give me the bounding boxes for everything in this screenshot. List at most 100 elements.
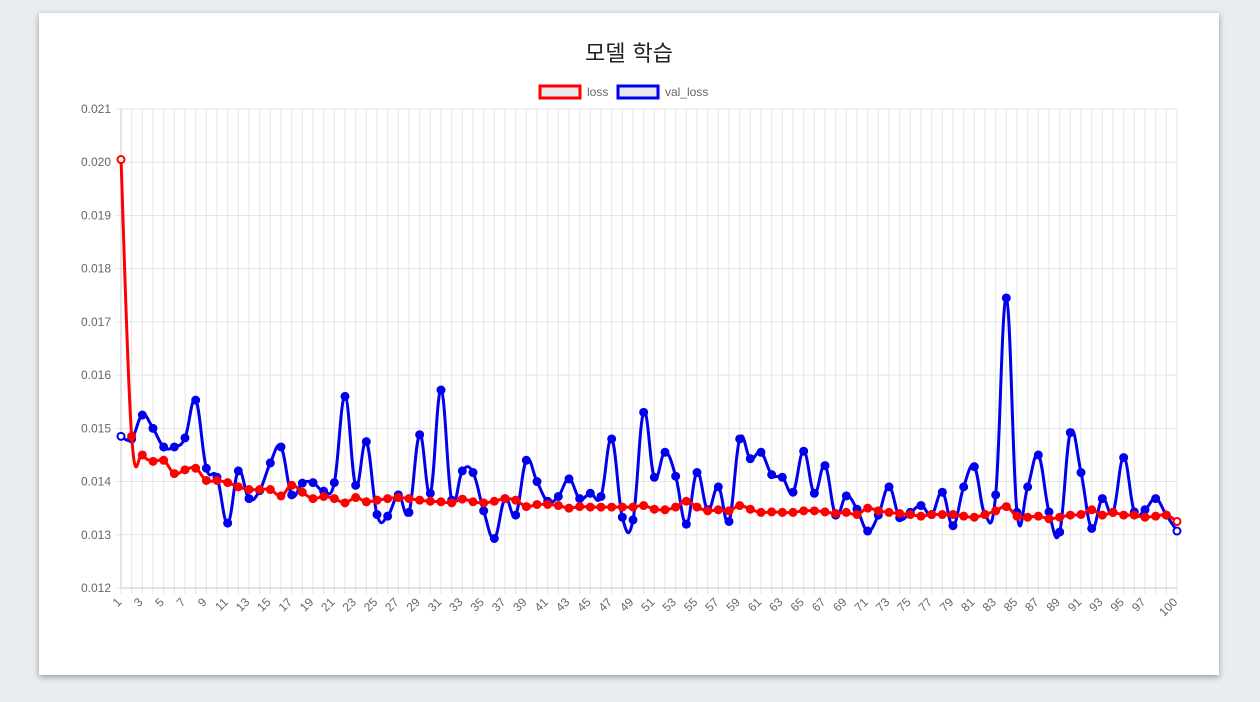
data-point[interactable] bbox=[767, 507, 777, 517]
data-point[interactable] bbox=[340, 391, 350, 401]
data-point[interactable] bbox=[169, 442, 179, 452]
data-point[interactable] bbox=[1087, 523, 1097, 533]
data-point[interactable] bbox=[959, 511, 969, 521]
data-point[interactable] bbox=[948, 510, 958, 520]
data-point[interactable] bbox=[244, 494, 254, 504]
data-point[interactable] bbox=[980, 510, 990, 520]
data-point[interactable] bbox=[820, 507, 830, 517]
data-point[interactable] bbox=[873, 506, 883, 516]
data-point[interactable] bbox=[1033, 511, 1043, 521]
data-point[interactable] bbox=[788, 507, 798, 517]
data-point[interactable] bbox=[479, 506, 489, 516]
data-point[interactable] bbox=[329, 494, 339, 504]
data-point[interactable] bbox=[756, 507, 766, 517]
data-point[interactable] bbox=[991, 490, 1001, 500]
data-point[interactable] bbox=[1055, 527, 1065, 537]
data-point[interactable] bbox=[180, 433, 190, 443]
data-point[interactable] bbox=[841, 507, 851, 517]
data-point[interactable] bbox=[1044, 514, 1054, 524]
data-point[interactable] bbox=[1129, 510, 1139, 520]
data-point[interactable] bbox=[468, 497, 478, 507]
data-point[interactable] bbox=[1065, 510, 1075, 520]
data-point[interactable] bbox=[223, 478, 233, 488]
data-point[interactable] bbox=[553, 501, 563, 511]
data-point[interactable] bbox=[511, 510, 521, 520]
data-point[interactable] bbox=[308, 478, 318, 488]
data-point[interactable] bbox=[639, 501, 649, 511]
data-point[interactable] bbox=[159, 455, 169, 465]
data-point[interactable] bbox=[585, 502, 595, 512]
data-point[interactable] bbox=[468, 468, 478, 478]
data-point[interactable] bbox=[1076, 468, 1086, 478]
data-point[interactable] bbox=[201, 475, 211, 485]
data-point[interactable] bbox=[649, 504, 659, 514]
data-point[interactable] bbox=[1161, 510, 1171, 520]
data-point[interactable] bbox=[116, 431, 126, 441]
data-point[interactable] bbox=[1151, 511, 1161, 521]
data-point[interactable] bbox=[969, 512, 979, 522]
data-point[interactable] bbox=[148, 423, 158, 433]
data-point[interactable] bbox=[724, 516, 734, 526]
data-point[interactable] bbox=[1097, 494, 1107, 504]
data-point[interactable] bbox=[521, 455, 531, 465]
data-point[interactable] bbox=[756, 447, 766, 457]
data-point[interactable] bbox=[1097, 510, 1107, 520]
data-point[interactable] bbox=[969, 462, 979, 472]
data-point[interactable] bbox=[959, 482, 969, 492]
data-point[interactable] bbox=[777, 507, 787, 517]
data-point[interactable] bbox=[361, 497, 371, 507]
data-point[interactable] bbox=[297, 478, 307, 488]
data-point[interactable] bbox=[692, 468, 702, 478]
data-point[interactable] bbox=[681, 496, 691, 506]
data-point[interactable] bbox=[457, 494, 467, 504]
data-point[interactable] bbox=[532, 499, 542, 509]
data-point[interactable] bbox=[361, 437, 371, 447]
data-point[interactable] bbox=[585, 488, 595, 498]
data-point[interactable] bbox=[692, 502, 702, 512]
data-point[interactable] bbox=[319, 491, 329, 501]
data-point[interactable] bbox=[489, 496, 499, 506]
data-point[interactable] bbox=[831, 508, 841, 518]
data-point[interactable] bbox=[884, 482, 894, 492]
data-point[interactable] bbox=[553, 491, 563, 501]
data-point[interactable] bbox=[415, 495, 425, 505]
data-point[interactable] bbox=[255, 485, 265, 495]
data-point[interactable] bbox=[809, 506, 819, 516]
data-point[interactable] bbox=[575, 494, 585, 504]
data-point[interactable] bbox=[276, 491, 286, 501]
data-point[interactable] bbox=[1140, 512, 1150, 522]
data-point[interactable] bbox=[500, 494, 510, 504]
data-point[interactable] bbox=[287, 480, 297, 490]
data-point[interactable] bbox=[457, 466, 467, 476]
data-point[interactable] bbox=[937, 510, 947, 520]
data-point[interactable] bbox=[415, 430, 425, 440]
data-point[interactable] bbox=[575, 502, 585, 512]
data-point[interactable] bbox=[276, 442, 286, 452]
data-point[interactable] bbox=[713, 482, 723, 492]
data-point[interactable] bbox=[916, 511, 926, 521]
data-point[interactable] bbox=[1001, 293, 1011, 303]
data-point[interactable] bbox=[607, 502, 617, 512]
data-point[interactable] bbox=[639, 407, 649, 417]
data-point[interactable] bbox=[799, 506, 809, 516]
data-point[interactable] bbox=[191, 395, 201, 405]
data-point[interactable] bbox=[735, 434, 745, 444]
data-point[interactable] bbox=[703, 506, 713, 516]
data-point[interactable] bbox=[1108, 507, 1118, 517]
data-point[interactable] bbox=[1087, 505, 1097, 515]
data-point[interactable] bbox=[735, 501, 745, 511]
data-point[interactable] bbox=[564, 503, 574, 513]
data-point[interactable] bbox=[233, 466, 243, 476]
data-point[interactable] bbox=[1119, 453, 1129, 463]
data-point[interactable] bbox=[532, 477, 542, 487]
data-point[interactable] bbox=[308, 494, 318, 504]
data-point[interactable] bbox=[169, 469, 179, 479]
data-point[interactable] bbox=[1065, 428, 1075, 438]
data-point[interactable] bbox=[372, 495, 382, 505]
data-point[interactable] bbox=[1076, 510, 1086, 520]
data-point[interactable] bbox=[543, 499, 553, 509]
data-point[interactable] bbox=[937, 487, 947, 497]
data-point[interactable] bbox=[265, 485, 275, 495]
data-point[interactable] bbox=[617, 502, 627, 512]
data-point[interactable] bbox=[596, 491, 606, 501]
